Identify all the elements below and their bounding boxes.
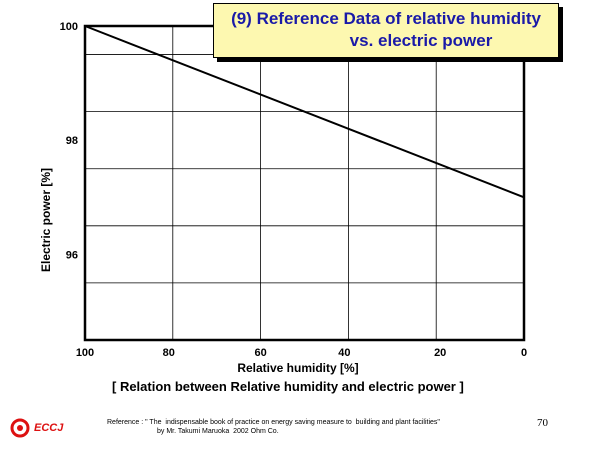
series-line <box>84 25 525 199</box>
x-tick-label: 100 <box>76 347 94 359</box>
eccj-logo: ECCJ <box>10 418 70 440</box>
plot-area-frame <box>83 24 526 342</box>
eccj-logo-icon <box>10 418 30 438</box>
y-tick-labels: 96 98 100 <box>60 21 78 261</box>
y-axis-label: Electric power [%] <box>39 168 53 272</box>
x-tick-label: 40 <box>338 347 350 359</box>
x-tick-label: 0 <box>521 347 527 359</box>
page-number: 70 <box>537 417 548 429</box>
series-group <box>84 25 525 199</box>
grid-lines <box>84 26 525 341</box>
slide-title-line-2: vs. electric power <box>349 31 493 50</box>
y-tick-label: 96 <box>66 249 78 261</box>
x-tick-label: 60 <box>254 347 266 359</box>
reference-note: Reference : " The indispensable book of … <box>107 418 440 436</box>
y-tick-label: 98 <box>66 135 78 147</box>
x-tick-labels: 100 80 60 40 20 0 <box>76 347 527 359</box>
reference-line-1: Reference : " The indispensable book of … <box>107 419 440 426</box>
x-axis-label: Relative humidity [%] <box>237 361 358 375</box>
slide-title-box: (9) Reference Data of relative humidity … <box>213 3 559 58</box>
x-tick-label: 20 <box>434 347 446 359</box>
x-tick-label: 80 <box>163 347 175 359</box>
chart-caption: [ Relation between Relative humidity and… <box>112 379 464 394</box>
y-tick-label: 100 <box>60 21 78 33</box>
slide-title-line-1: (9) Reference Data of relative humidity <box>231 9 541 28</box>
reference-line-2: by Mr. Takumi Maruoka 2002 Ohm Co. <box>157 428 279 435</box>
eccj-logo-text: ECCJ <box>34 422 64 434</box>
